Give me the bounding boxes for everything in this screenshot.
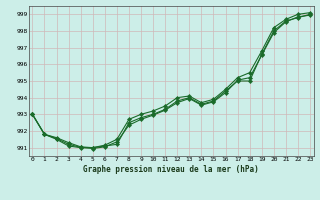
X-axis label: Graphe pression niveau de la mer (hPa): Graphe pression niveau de la mer (hPa)	[83, 165, 259, 174]
